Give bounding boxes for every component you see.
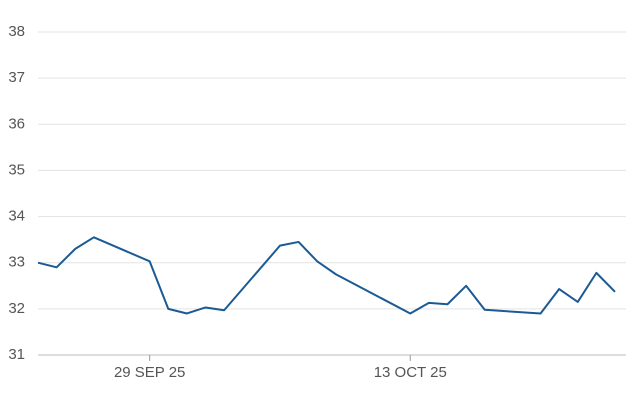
line-series bbox=[37, 236, 616, 315]
y-tick-label: 38 bbox=[8, 23, 25, 40]
y-tick-label: 32 bbox=[8, 300, 25, 317]
y-tick-label: 36 bbox=[8, 115, 25, 132]
x-tick-label: 13 OCT 25 bbox=[374, 364, 447, 381]
y-tick-label: 31 bbox=[8, 346, 25, 363]
y-tick-label: 34 bbox=[8, 208, 25, 225]
x-tick-label: 29 SEP 25 bbox=[114, 364, 185, 381]
y-tick-label: 35 bbox=[8, 161, 25, 178]
y-tick-label: 33 bbox=[8, 254, 25, 271]
y-tick-label: 37 bbox=[8, 69, 25, 86]
